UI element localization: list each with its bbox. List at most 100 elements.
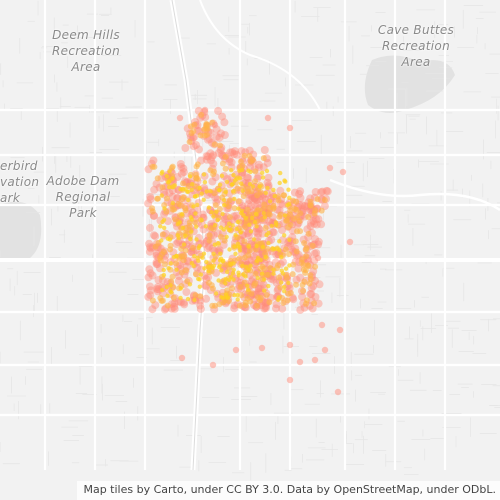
incident-point — [208, 177, 217, 186]
incident-point — [148, 271, 157, 280]
incident-point — [282, 246, 289, 253]
incident-point — [205, 242, 213, 251]
incident-point — [188, 130, 195, 137]
incident-point — [178, 286, 183, 291]
incident-point — [276, 213, 283, 220]
incident-point — [194, 224, 199, 229]
incident-point — [254, 224, 259, 229]
incident-point — [192, 141, 200, 149]
incident-point — [242, 302, 249, 309]
incident-point — [196, 304, 205, 313]
incident-point — [240, 167, 245, 173]
incident-point — [260, 175, 266, 180]
incident-point — [192, 271, 199, 278]
incident-point — [254, 302, 260, 309]
incident-point — [339, 168, 347, 176]
incident-point — [149, 297, 156, 304]
incident-point — [177, 169, 186, 178]
incident-point — [210, 171, 217, 178]
incident-point — [294, 264, 303, 273]
incident-point — [215, 133, 224, 142]
incident-point — [307, 289, 316, 298]
incident-point — [192, 292, 199, 299]
incident-point — [267, 199, 273, 204]
incident-point — [196, 296, 205, 305]
incident-point — [286, 251, 292, 258]
incident-point — [221, 237, 228, 244]
incident-point — [284, 217, 290, 224]
incident-point — [243, 274, 248, 279]
incident-point — [144, 199, 153, 208]
incident-point — [269, 223, 274, 229]
incident-point — [287, 263, 292, 268]
incident-point — [243, 264, 249, 269]
incident-point — [204, 273, 213, 282]
incident-point — [252, 168, 259, 175]
incident-point — [165, 293, 170, 298]
incident-point — [263, 292, 270, 298]
incident-point — [254, 284, 263, 293]
incident-point — [204, 259, 209, 265]
incident-point — [177, 163, 186, 171]
incident-point — [172, 240, 181, 248]
incident-point — [188, 215, 194, 220]
incident-point — [146, 282, 154, 291]
incident-point — [334, 388, 342, 396]
incident-point — [237, 158, 244, 165]
incident-point — [216, 241, 221, 246]
incident-point — [187, 174, 193, 179]
incident-point — [258, 257, 263, 263]
incident-point — [187, 123, 194, 130]
incident-point — [169, 290, 174, 295]
incident-point — [266, 211, 273, 218]
incident-point — [252, 196, 261, 205]
incident-point — [224, 179, 230, 185]
incident-point — [287, 237, 292, 242]
incident-point — [318, 187, 327, 196]
incident-point — [223, 281, 228, 286]
incident-point — [318, 321, 326, 329]
incident-point — [296, 305, 305, 314]
incident-point — [279, 280, 284, 285]
incident-point — [177, 220, 182, 225]
incident-point — [195, 255, 200, 261]
incident-point — [198, 210, 207, 219]
incident-point — [173, 260, 179, 267]
incident-point — [211, 190, 218, 197]
incident-point — [202, 155, 211, 164]
incident-point — [301, 240, 308, 246]
incident-point — [154, 175, 161, 182]
incident-point — [282, 284, 287, 290]
incident-point — [239, 181, 244, 186]
incident-point — [266, 283, 271, 289]
incident-point — [247, 158, 254, 165]
incident-point — [171, 254, 177, 260]
incident-point — [251, 227, 260, 236]
incident-point — [170, 299, 179, 308]
incident-point — [270, 246, 275, 251]
incident-point — [222, 203, 227, 208]
incident-point — [297, 210, 304, 217]
incident-point — [277, 239, 282, 244]
incident-point — [168, 192, 177, 201]
incident-point — [264, 245, 271, 252]
incident-point — [250, 215, 255, 221]
incident-point — [247, 222, 252, 227]
incident-point — [170, 302, 179, 311]
incident-point — [195, 202, 200, 208]
incident-point — [197, 185, 202, 191]
incident-point — [246, 247, 253, 254]
incident-point — [217, 263, 222, 268]
incident-point — [280, 299, 287, 306]
incident-point — [234, 185, 241, 192]
incident-point — [272, 304, 280, 313]
incident-point — [257, 265, 264, 272]
incident-point — [305, 214, 312, 220]
incident-point — [155, 195, 161, 202]
incident-point — [199, 191, 204, 196]
incident-point — [248, 263, 253, 268]
incident-point — [164, 284, 169, 290]
incident-point — [268, 228, 277, 236]
incident-point — [262, 214, 268, 220]
